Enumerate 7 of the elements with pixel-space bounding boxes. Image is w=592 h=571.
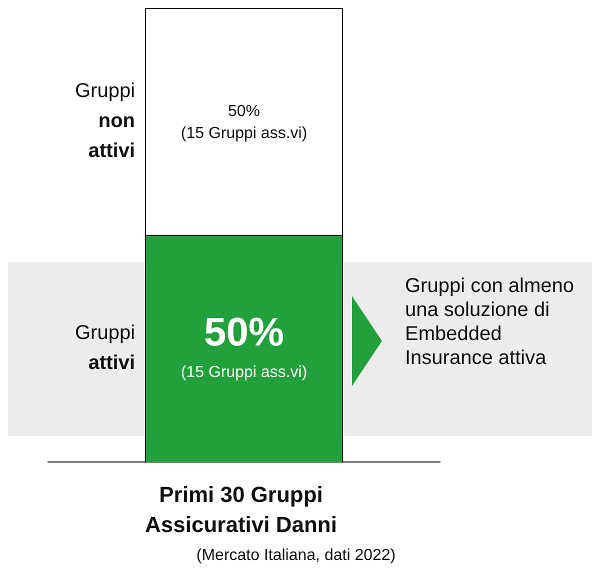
- data-label: 50% (15 Gruppi ass.vi): [180, 102, 308, 142]
- x-axis-title: Primi 30 Gruppi Assicurativi Danni: [145, 482, 337, 538]
- data-label: 50% (15 Gruppi ass.vi): [180, 310, 308, 381]
- text: Gruppi con almeno una soluzione di Embedded Insurance attiva: [405, 274, 575, 370]
- text: (Mercato Italiana, dati 2022): [195, 547, 397, 565]
- series-label: Gruppi non attivi: [74, 80, 136, 162]
- series-label: Gruppi attivi: [74, 322, 136, 374]
